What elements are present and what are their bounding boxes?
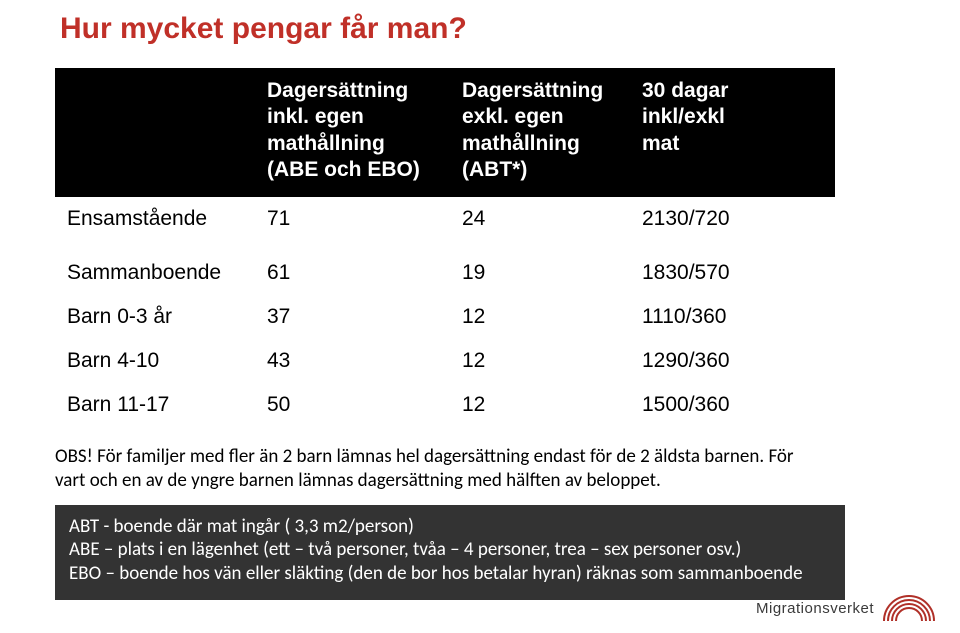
cell-c2: 24 bbox=[450, 197, 630, 241]
cell-label: Barn 11-17 bbox=[55, 383, 255, 427]
cell-c4 bbox=[775, 339, 835, 383]
header-col1: Dagersättning inkl. egen mathållning (AB… bbox=[255, 68, 450, 197]
note-obs: OBS! För familjer med fler än 2 barn läm… bbox=[55, 445, 815, 493]
note-abe: ABE – plats i en lägenhet (ett – två per… bbox=[69, 538, 831, 562]
note-definitions: ABT - boende där mat ingår ( 3,3 m2/pers… bbox=[55, 505, 845, 600]
table-row: Sammanboende 61 19 1830/570 bbox=[55, 251, 835, 295]
page-title: Hur mycket pengar får man? bbox=[0, 0, 960, 46]
logo-text: Migrationsverket bbox=[756, 600, 874, 617]
header-col0 bbox=[55, 68, 255, 197]
cell-c4 bbox=[775, 197, 835, 241]
table-row: Ensamstående 71 24 2130/720 bbox=[55, 197, 835, 241]
cell-label: Sammanboende bbox=[55, 251, 255, 295]
note-ebo: EBO – boende hos vän eller släkting (den… bbox=[69, 562, 831, 586]
cell-c3: 1110/360 bbox=[630, 295, 775, 339]
cell-c4 bbox=[775, 251, 835, 295]
table-row: Barn 0-3 år 37 12 1110/360 bbox=[55, 295, 835, 339]
header-col3: 30 dagar inkl/exkl mat bbox=[630, 68, 775, 197]
cell-label: Ensamstående bbox=[55, 197, 255, 241]
cell-c2: 12 bbox=[450, 339, 630, 383]
cell-c2: 12 bbox=[450, 295, 630, 339]
notes-section: OBS! För familjer med fler än 2 barn läm… bbox=[55, 445, 815, 600]
cell-c2: 12 bbox=[450, 383, 630, 427]
cell-c3: 1500/360 bbox=[630, 383, 775, 427]
cell-c3: 1290/360 bbox=[630, 339, 775, 383]
cell-c4 bbox=[775, 295, 835, 339]
cell-c1: 37 bbox=[255, 295, 450, 339]
cell-c3: 1830/570 bbox=[630, 251, 775, 295]
header-col2: Dagersättning exkl. egen mathållning (AB… bbox=[450, 68, 630, 197]
table-header-row: Dagersättning inkl. egen mathållning (AB… bbox=[55, 68, 835, 197]
cell-c3: 2130/720 bbox=[630, 197, 775, 241]
cell-label: Barn 4-10 bbox=[55, 339, 255, 383]
allowance-table: Dagersättning inkl. egen mathållning (AB… bbox=[55, 68, 835, 427]
logo: Migrationsverket bbox=[756, 577, 936, 623]
cell-c1: 43 bbox=[255, 339, 450, 383]
cell-c1: 71 bbox=[255, 197, 450, 241]
migrationsverket-arc-icon bbox=[882, 581, 936, 623]
table-row: Barn 4-10 43 12 1290/360 bbox=[55, 339, 835, 383]
table-row: Barn 11-17 50 12 1500/360 bbox=[55, 383, 835, 427]
cell-c1: 61 bbox=[255, 251, 450, 295]
cell-c2: 19 bbox=[450, 251, 630, 295]
note-abt: ABT - boende där mat ingår ( 3,3 m2/pers… bbox=[69, 515, 831, 539]
header-col4 bbox=[775, 68, 835, 197]
cell-c4 bbox=[775, 383, 835, 427]
cell-label: Barn 0-3 år bbox=[55, 295, 255, 339]
cell-c1: 50 bbox=[255, 383, 450, 427]
